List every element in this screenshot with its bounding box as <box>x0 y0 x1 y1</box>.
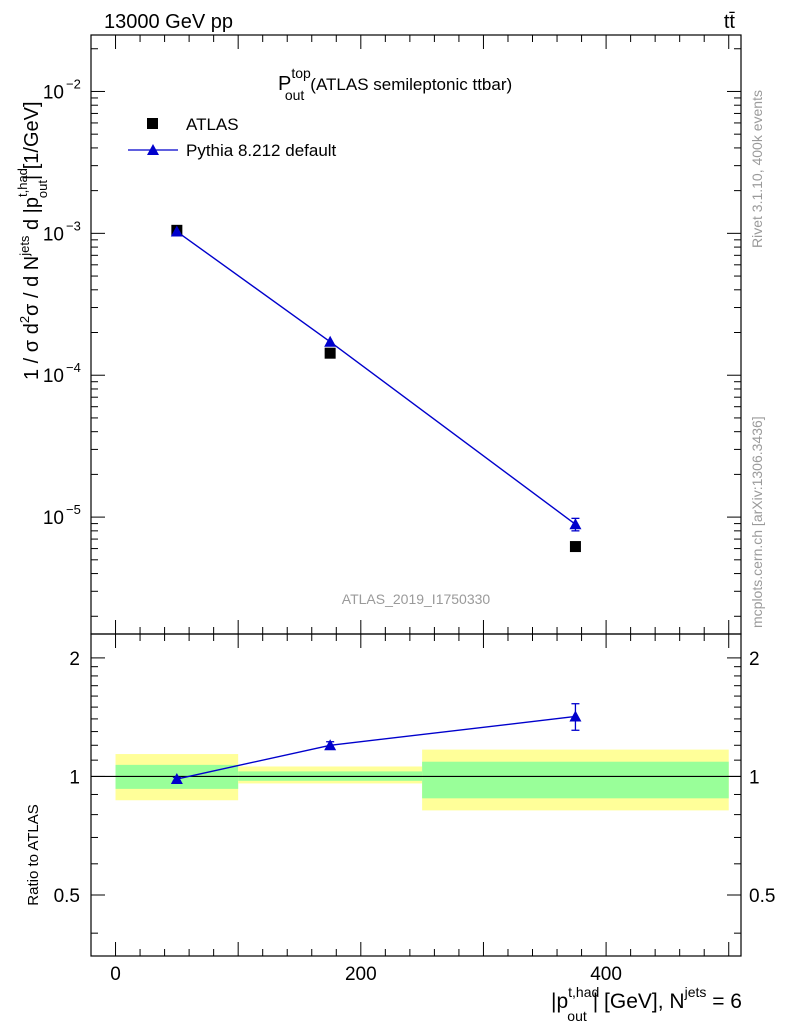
xlabel-mid: | [GeV], N <box>593 990 685 1013</box>
ylabel-sup1: 2 <box>17 316 32 323</box>
legend-atlas-label: ATLAS <box>186 115 239 134</box>
x-tick-label: 200 <box>345 964 377 985</box>
ylabel-p1: 1 / σ d <box>21 323 43 380</box>
tick-base: 10 <box>43 508 64 529</box>
main-y-tick-exponent: −2 <box>66 76 81 91</box>
x-axis-label: |pt,had out | [GeV], Njets = 6 <box>551 984 742 1024</box>
main-y-tick-exponent: −3 <box>66 218 81 233</box>
title-sub: out <box>285 87 305 103</box>
xlabel-sup: t,had <box>568 984 599 1000</box>
xlabel-suffix: = 6 <box>706 990 742 1013</box>
ylabel-sub3: out <box>35 180 50 198</box>
ratio-y-tick-label: 2 <box>69 649 80 670</box>
mcplots-label: mcplots.cern.ch [arXiv:1306.3436] <box>749 416 765 628</box>
legend: ATLAS Pythia 8.212 default <box>128 115 337 160</box>
ylabel-p3: d |p <box>21 197 43 236</box>
pythia-point <box>170 225 183 237</box>
ratio-ylabel: Ratio to ATLAS <box>25 804 42 905</box>
pythia-point <box>569 518 582 530</box>
ylabel-sup3: t,had <box>15 168 30 197</box>
legend-pythia-marker <box>147 144 159 155</box>
x-tick-label: 400 <box>590 964 622 985</box>
ratio-frame <box>90 633 742 957</box>
title-rest: (ATLAS semileptonic ttbar) <box>310 75 512 94</box>
ylabel-sup2: jets <box>17 235 32 257</box>
ylabel-p2: σ / d N <box>21 256 43 316</box>
plot-title: Ptop out (ATLAS semileptonic ttbar) <box>278 65 512 103</box>
main-y-tick-label: 10 <box>43 366 64 387</box>
legend-pythia-label: Pythia 8.212 default <box>186 141 337 160</box>
main-y-tick-label: 10 <box>43 224 64 245</box>
main-y-tick-label: 10 <box>43 508 64 529</box>
main-data <box>170 224 582 553</box>
tick-base: 10 <box>43 366 64 387</box>
ratio-stat-band <box>422 761 729 799</box>
atlas-point <box>324 347 336 359</box>
tick-base: 10 <box>43 224 64 245</box>
analysis-id: ATLAS_2019_I1750330 <box>342 591 491 607</box>
energy-label: 13000 GeV pp <box>104 11 233 33</box>
tick-base: 10 <box>43 82 64 103</box>
main-y-tick-exponent: −5 <box>66 502 81 517</box>
ratio-y-tick-label-right: 0.5 <box>749 886 775 907</box>
xlabel-sup2: jets <box>684 984 707 1000</box>
ratio-pythia-point <box>569 710 582 722</box>
legend-atlas-marker <box>147 118 158 129</box>
main-y-tick-exponent: −4 <box>66 360 81 375</box>
ratio-data <box>170 703 582 785</box>
title-sup: top <box>291 65 311 81</box>
main-ylabel: 1 / σ d2σ / d Njets d |pt,had out| [1/GeV… <box>15 101 50 380</box>
ratio-y-tick-label: 1 <box>69 767 80 788</box>
ratio-pythia-point <box>170 773 183 785</box>
x-tick-label: 0 <box>110 964 121 985</box>
ratio-y-tick-label-right: 2 <box>749 649 760 670</box>
ylabel-p4: | [1/GeV] <box>21 101 43 180</box>
process-label: tt̄ <box>724 11 736 33</box>
pythia-point <box>324 335 337 347</box>
ratio-y-tick-label-right: 1 <box>749 767 760 788</box>
xlabel-sub: out <box>567 1008 587 1024</box>
rivet-label: Rivet 3.1.10, 400k events <box>749 90 765 248</box>
ratio-panel: 0 200 400 0.5 0.5 1 1 2 2 <box>54 633 775 985</box>
ratio-pythia-point <box>324 739 337 751</box>
xlabel-prefix: |p <box>551 990 568 1013</box>
ratio-bands <box>91 749 741 811</box>
main-y-tick-label: 10 <box>43 82 64 103</box>
title-main: P <box>278 73 291 95</box>
pythia-line <box>176 230 576 525</box>
atlas-point <box>569 541 581 553</box>
ratio-y-tick-label: 0.5 <box>54 886 80 907</box>
